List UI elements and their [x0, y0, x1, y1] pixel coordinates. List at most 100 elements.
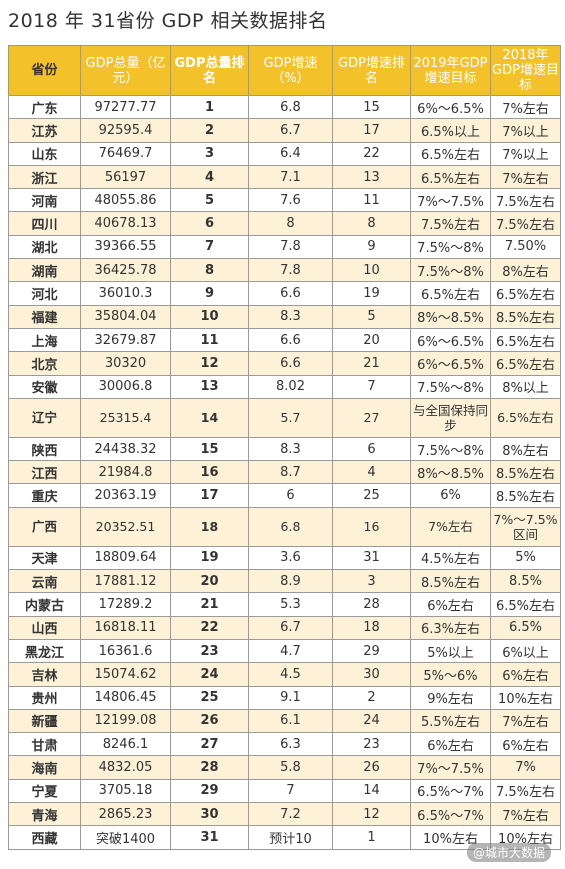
gdp-total-cell: 24438.32 [80, 436, 171, 462]
gdp-rank-cell: 22 [170, 615, 249, 640]
table-row: 北京 30320 12 6.6 21 6%～6.5% 6.5%左右 [8, 351, 561, 376]
growth-rate-cell: 7 [248, 778, 333, 804]
target-2018-cell: 7.5%左右 [490, 188, 561, 213]
growth-rank-cell: 3 [332, 569, 411, 594]
growth-rank-cell: 13 [332, 164, 411, 190]
gdp-total-cell: 97277.77 [80, 94, 171, 120]
gdp-rank-cell: 14 [170, 397, 249, 438]
province-cell: 山西 [8, 615, 81, 640]
gdp-rank-cell: 13 [170, 374, 249, 399]
table-row: 湖南 36425.78 8 7.8 10 7.5%～8% 8%左右 [8, 258, 561, 283]
table-row: 黑龙江 16361.6 23 4.7 29 5%以上 6%以上 [8, 638, 561, 664]
target-2018-cell: 7.5%左右 [490, 211, 561, 236]
column-header: 2019年GDP增速目标 [410, 45, 491, 96]
province-cell: 贵州 [8, 685, 81, 710]
province-cell: 浙江 [8, 164, 81, 190]
target-2018-cell: 7%以上 [490, 141, 561, 166]
gdp-total-cell: 4832.05 [80, 755, 171, 780]
gdp-total-cell: 56197 [80, 164, 171, 190]
table-row: 宁夏 3705.18 29 7 14 6.5%～7% 7.5%左右 [8, 778, 561, 804]
target-2019-cell: 7.5%左右 [410, 211, 491, 236]
target-2018-cell: 6.5%左右 [490, 327, 561, 353]
gdp-total-cell: 76469.7 [80, 141, 171, 166]
province-cell: 吉林 [8, 662, 81, 687]
growth-rank-cell: 2 [332, 685, 411, 710]
gdp-total-cell: 35804.04 [80, 304, 171, 329]
gdp-rank-cell: 31 [170, 825, 249, 850]
gdp-rank-cell: 26 [170, 708, 249, 734]
province-cell: 重庆 [8, 483, 81, 508]
table-row: 浙江 56197 4 7.1 13 6.5%左右 7%左右 [8, 164, 561, 190]
gdp-rank-cell: 12 [170, 351, 249, 376]
gdp-total-cell: 14806.45 [80, 685, 171, 710]
target-2018-cell: 8.5%左右 [490, 304, 561, 329]
gdp-total-cell: 18809.64 [80, 545, 171, 571]
watermark: @城市大数据 [466, 843, 551, 862]
target-2018-cell: 7%以上 [490, 118, 561, 143]
gdp-total-cell: 30006.8 [80, 374, 171, 399]
growth-rank-cell: 29 [332, 638, 411, 664]
growth-rank-cell: 22 [332, 141, 411, 166]
province-cell: 宁夏 [8, 778, 81, 804]
province-cell: 四川 [8, 211, 81, 236]
gdp-rank-cell: 4 [170, 164, 249, 190]
growth-rate-cell: 8.7 [248, 460, 333, 485]
table-row: 新疆 12199.08 26 6.1 24 5.5%左右 7%左右 [8, 708, 561, 734]
table-row: 辽宁 25315.4 14 5.7 27 与全国保持同步 6.5%左右 [8, 397, 561, 438]
gdp-rank-cell: 9 [170, 281, 249, 306]
table-row: 江西 21984.8 16 8.7 4 8%～8.5% 8.5%左右 [8, 460, 561, 485]
growth-rank-cell: 24 [332, 708, 411, 734]
gdp-rank-cell: 29 [170, 778, 249, 804]
gdp-rank-cell: 18 [170, 506, 249, 547]
growth-rate-cell: 7.1 [248, 164, 333, 190]
table-row: 江苏 92595.4 2 6.7 17 6.5%以上 7%以上 [8, 118, 561, 143]
gdp-rank-cell: 3 [170, 141, 249, 166]
target-2019-cell: 6%～6.5% [410, 351, 491, 376]
target-2019-cell: 6%左右 [410, 592, 491, 617]
gdp-rank-cell: 27 [170, 732, 249, 757]
target-2019-cell: 与全国保持同步 [410, 397, 491, 438]
growth-rate-cell: 8.3 [248, 304, 333, 329]
growth-rate-cell: 3.6 [248, 545, 333, 571]
target-2019-cell: 5%以上 [410, 638, 491, 664]
gdp-total-cell: 48055.86 [80, 188, 171, 213]
target-2018-cell: 8%左右 [490, 436, 561, 462]
growth-rate-cell: 8 [248, 211, 333, 236]
province-cell: 海南 [8, 755, 81, 780]
gdp-total-cell: 17289.2 [80, 592, 171, 617]
growth-rank-cell: 28 [332, 592, 411, 617]
gdp-total-cell: 21984.8 [80, 460, 171, 485]
target-2018-cell: 7.50% [490, 234, 561, 260]
gdp-total-cell: 25315.4 [80, 397, 171, 438]
gdp-rank-cell: 11 [170, 327, 249, 353]
province-cell: 广东 [8, 94, 81, 120]
column-header: 2018年GDP增速目标 [490, 45, 561, 96]
target-2019-cell: 10%左右 [410, 825, 491, 850]
province-cell: 湖南 [8, 258, 81, 283]
header-row: 省份 GDP总量（亿元） GDP总量排名 GDP增速（%） GDP增速排名 20… [8, 45, 561, 96]
gdp-total-cell: 2865.23 [80, 802, 171, 827]
growth-rank-cell: 10 [332, 258, 411, 283]
target-2018-cell: 7% [490, 755, 561, 780]
table-row: 甘肃 8246.1 27 6.3 23 6%左右 6%左右 [8, 732, 561, 757]
target-2019-cell: 5%～6% [410, 662, 491, 687]
table-row: 陕西 24438.32 15 8.3 6 7.5%～8% 8%左右 [8, 436, 561, 462]
target-2018-cell: 7%左右 [490, 708, 561, 734]
target-2019-cell: 6.5%左右 [410, 141, 491, 166]
target-2018-cell: 8.5%左右 [490, 460, 561, 485]
target-2019-cell: 7%左右 [410, 506, 491, 547]
growth-rank-cell: 17 [332, 118, 411, 143]
gdp-rank-cell: 17 [170, 483, 249, 508]
page-title: 2018 年 31省份 GDP 相关数据排名 [8, 10, 328, 32]
province-cell: 广西 [8, 506, 81, 547]
target-2018-cell: 8.5%左右 [490, 483, 561, 508]
province-cell: 新疆 [8, 708, 81, 734]
growth-rank-cell: 16 [332, 506, 411, 547]
growth-rate-cell: 6.6 [248, 281, 333, 306]
growth-rank-cell: 15 [332, 94, 411, 120]
growth-rate-cell: 8.3 [248, 436, 333, 462]
gdp-rank-cell: 19 [170, 545, 249, 571]
gdp-rank-cell: 30 [170, 802, 249, 827]
growth-rank-cell: 1 [332, 825, 411, 850]
target-2018-cell: 7%左右 [490, 94, 561, 120]
